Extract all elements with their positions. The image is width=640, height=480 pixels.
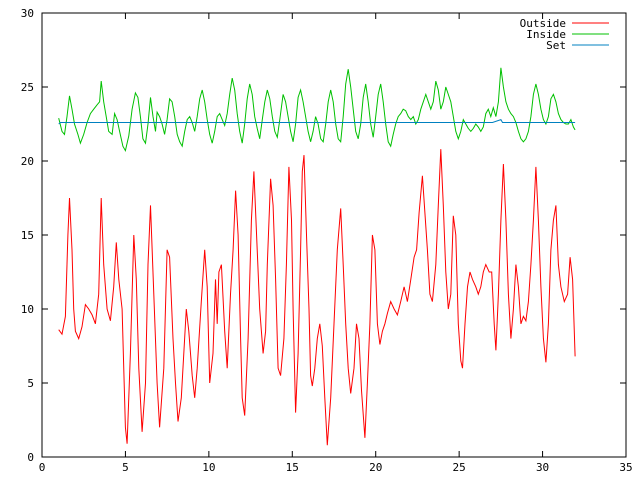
x-tick-label: 10 [202, 461, 215, 474]
x-tick-label: 0 [39, 461, 46, 474]
y-tick-label: 5 [27, 377, 34, 390]
series-layer [58, 67, 576, 446]
y-tick-label: 20 [21, 155, 34, 168]
axis-ticks: 0 5 10 15 20 25 30 35 0 5 10 15 20 25 30 [21, 7, 633, 474]
plot-frame [41, 12, 627, 458]
series-line-inside [58, 67, 576, 152]
y-tick-label: 0 [27, 451, 34, 464]
y-tick-label: 10 [21, 303, 34, 316]
legend-label-inside: Inside [526, 28, 566, 41]
legend-label-set: Set [546, 39, 566, 52]
y-tick-label: 15 [21, 229, 34, 242]
y-tick-label: 25 [21, 81, 34, 94]
x-tick-label: 30 [536, 461, 549, 474]
legend-label-outside: Outside [520, 17, 566, 30]
x-tick-label: 20 [369, 461, 382, 474]
x-tick-label: 15 [286, 461, 299, 474]
x-tick-label: 25 [453, 461, 466, 474]
x-tick-label: 35 [619, 461, 632, 474]
series-line-outside [58, 149, 576, 446]
x-tick-label: 5 [122, 461, 129, 474]
series-line-set [58, 118, 576, 125]
y-tick-label: 30 [21, 7, 34, 20]
